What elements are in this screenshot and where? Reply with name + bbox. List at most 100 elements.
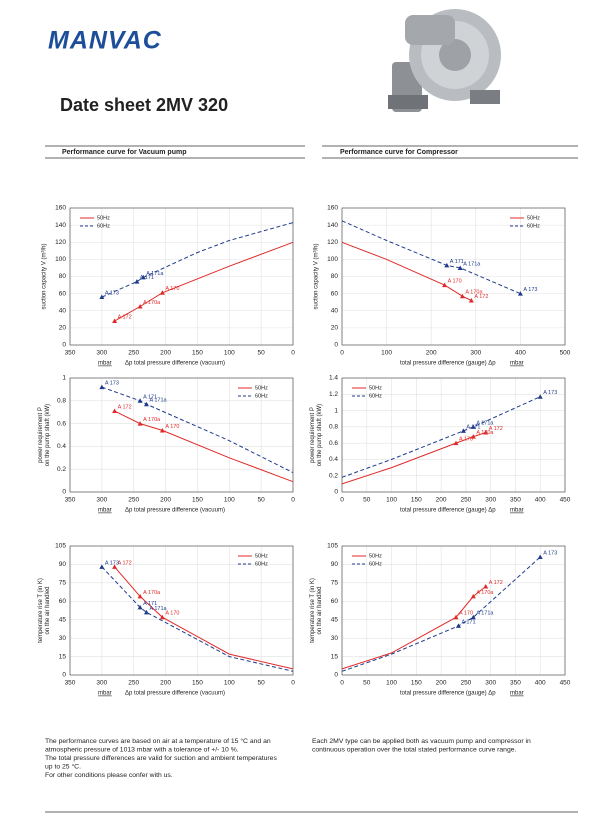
x-tick-label: 300 xyxy=(470,350,481,357)
x-tick-label: 200 xyxy=(436,497,447,504)
y-axis-label: power requirement P xyxy=(38,407,44,463)
series-line xyxy=(101,566,294,672)
y-axis-label: power requirement P xyxy=(310,407,316,463)
point-marker xyxy=(143,609,149,615)
point-label: A 170a xyxy=(143,590,161,596)
point-label: A 170 xyxy=(165,424,179,430)
x-tick-label: 350 xyxy=(65,680,76,687)
legend-label: 50Hz xyxy=(97,215,110,221)
point-label: A 171 xyxy=(143,394,157,400)
point-marker xyxy=(483,430,489,435)
plot-frame xyxy=(341,207,566,346)
point-label: A 170 xyxy=(459,437,473,443)
x-tick-label: 50 xyxy=(258,497,266,504)
point-label: A 170a xyxy=(143,417,161,423)
y-tick-label: 160 xyxy=(327,205,338,212)
y-axis-label: suction capacity V (m³/h) xyxy=(42,243,48,309)
point-label: A 170a xyxy=(465,290,483,296)
y-tick-label: 15 xyxy=(331,653,339,660)
x-unit: mbar xyxy=(98,691,112,697)
point-label: A 172 xyxy=(474,294,488,300)
x-tick-label: 250 xyxy=(128,680,139,687)
y-tick-label: 75 xyxy=(59,580,67,587)
point-label: A 170a xyxy=(476,590,494,596)
y-tick-label: 0 xyxy=(334,342,338,349)
y-tick-label: 140 xyxy=(55,222,66,229)
x-tick-label: 400 xyxy=(535,680,546,687)
y-tick-label: 0.8 xyxy=(57,398,66,405)
y-axis-label: on the pump shaft (kW) xyxy=(317,404,323,466)
point-label: A 171a xyxy=(463,261,481,267)
x-tick-label: 150 xyxy=(192,680,203,687)
legend-label: 50Hz xyxy=(369,553,382,559)
x-tick-label: 250 xyxy=(128,350,139,357)
point-label: A 170 xyxy=(459,611,473,617)
x-tick-label: 200 xyxy=(160,350,171,357)
point-label: A 171 xyxy=(461,619,475,625)
x-tick-label: 0 xyxy=(291,680,295,687)
y-tick-label: 0.6 xyxy=(329,440,338,447)
point-marker xyxy=(537,394,543,399)
point-marker xyxy=(468,297,474,303)
point-marker xyxy=(137,593,143,599)
series-line xyxy=(341,241,472,301)
y-tick-label: 30 xyxy=(331,635,339,642)
point-label: A 173 xyxy=(105,560,119,566)
y-tick-label: 1 xyxy=(62,375,66,382)
point-marker xyxy=(459,293,465,299)
point-label: A 173 xyxy=(543,551,557,557)
point-label: A 170 xyxy=(448,279,462,285)
x-unit: mbar xyxy=(510,508,524,514)
point-label: A 172 xyxy=(489,580,503,586)
point-marker xyxy=(442,282,448,288)
x-tick-label: 500 xyxy=(560,350,571,357)
point-marker xyxy=(99,564,105,569)
point-marker xyxy=(453,440,459,446)
x-axis-label: Δp total pressure difference (vacuum) xyxy=(125,691,225,697)
y-tick-label: 0 xyxy=(334,672,338,679)
y-axis-label: suction capacity V (m³/h) xyxy=(314,243,320,309)
legend-label: 60Hz xyxy=(527,223,540,229)
y-tick-label: 100 xyxy=(55,256,66,263)
y-tick-label: 0 xyxy=(62,489,66,496)
series-line xyxy=(101,222,294,298)
y-tick-label: 80 xyxy=(59,273,67,280)
point-label: A 170a xyxy=(143,300,161,306)
y-axis-label: on the air handled xyxy=(45,586,51,634)
point-marker xyxy=(483,584,489,589)
plot-frame xyxy=(341,377,566,493)
y-tick-label: 40 xyxy=(59,307,67,314)
note-line: The total pressure differences are valid… xyxy=(45,755,277,762)
point-marker xyxy=(137,421,143,426)
note-line: Each 2MV type can be applied both as vac… xyxy=(312,738,531,745)
x-unit: mbar xyxy=(98,508,112,514)
y-tick-label: 0 xyxy=(62,672,66,679)
y-tick-label: 75 xyxy=(331,580,339,587)
y-tick-label: 105 xyxy=(327,543,338,550)
point-marker xyxy=(457,265,463,270)
series-line xyxy=(114,566,294,670)
plot-frame xyxy=(69,545,294,676)
y-tick-label: 0 xyxy=(62,342,66,349)
point-label: A 170 xyxy=(165,286,179,292)
point-label: A 172 xyxy=(118,314,132,320)
y-tick-label: 40 xyxy=(331,307,339,314)
x-tick-label: 100 xyxy=(224,350,235,357)
y-tick-label: 20 xyxy=(331,325,339,332)
legend-label: 50Hz xyxy=(369,385,382,391)
point-marker xyxy=(460,428,466,433)
x-tick-label: 0 xyxy=(340,497,344,504)
x-tick-label: 200 xyxy=(160,497,171,504)
x-tick-label: 100 xyxy=(224,497,235,504)
point-marker xyxy=(444,262,450,268)
point-marker xyxy=(112,564,118,569)
point-marker xyxy=(99,384,105,390)
y-tick-label: 0 xyxy=(334,489,338,496)
point-marker xyxy=(140,274,146,280)
section-heading: Performance curve for Vacuum pump xyxy=(62,149,186,156)
y-axis-label: temperature rise T (in K) xyxy=(38,578,44,643)
point-label: A 173 xyxy=(543,390,557,396)
point-marker xyxy=(112,408,118,414)
x-tick-label: 200 xyxy=(160,680,171,687)
point-marker xyxy=(159,427,165,433)
